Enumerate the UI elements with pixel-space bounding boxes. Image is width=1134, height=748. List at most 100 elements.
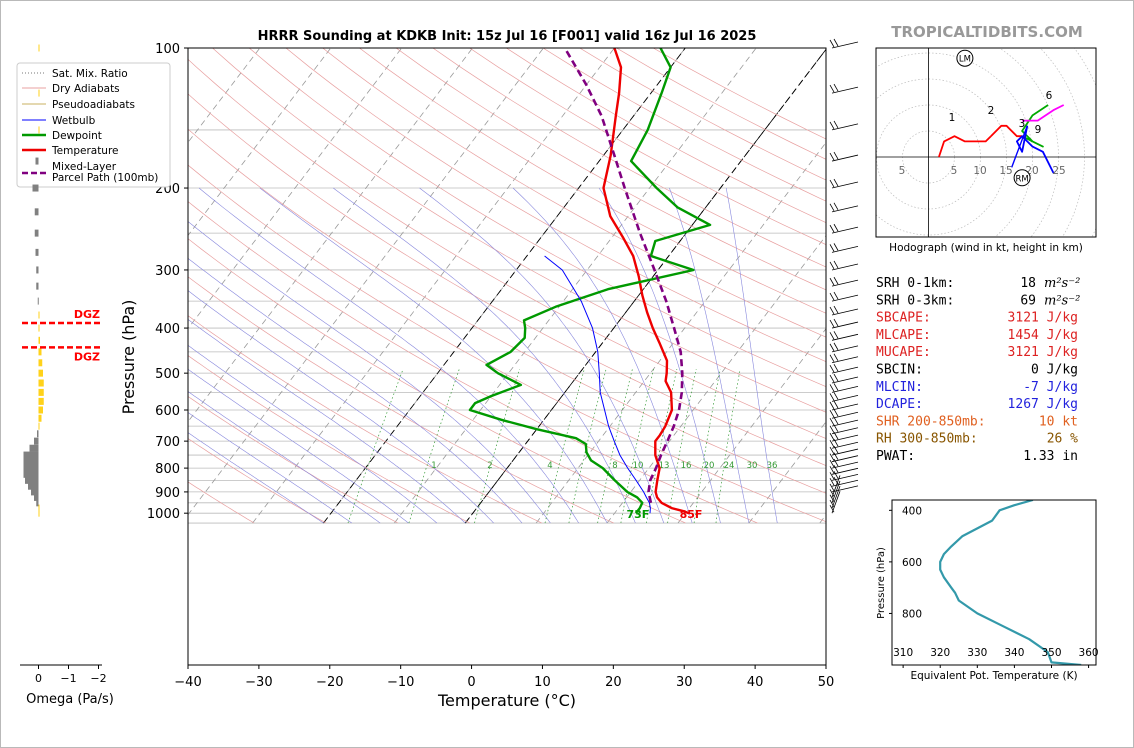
wind-barb-staff bbox=[831, 395, 859, 402]
legend-label: Dry Adiabats bbox=[52, 83, 120, 95]
wind-barb-flag bbox=[829, 364, 835, 373]
hodograph-frame bbox=[875, 47, 1097, 238]
x-axis-label: Temperature (°C) bbox=[437, 691, 576, 710]
omega-bar bbox=[34, 493, 39, 501]
omega-bar bbox=[38, 369, 43, 377]
hodograph-height-label: 2 bbox=[988, 105, 995, 117]
wind-barb-staff bbox=[831, 308, 859, 316]
omega-bar bbox=[31, 488, 39, 496]
pseudoadiabat bbox=[188, 319, 466, 524]
dry-adiabat bbox=[188, 201, 758, 524]
omega-bar bbox=[37, 297, 39, 305]
dry-adiabat bbox=[322, 48, 826, 338]
y-tick-label: 600 bbox=[155, 404, 180, 419]
y-tick-label: 500 bbox=[155, 367, 180, 382]
theta-e-x-tick-label: 330 bbox=[967, 647, 987, 659]
skewt-plot-frame bbox=[187, 47, 827, 666]
pseudoadiabat bbox=[419, 187, 665, 524]
wind-barb-flag bbox=[833, 276, 839, 285]
y-tick-label: 300 bbox=[155, 264, 180, 279]
omega-bar bbox=[37, 430, 39, 438]
wind-barb-flag bbox=[833, 471, 839, 479]
pseudoadiabat bbox=[333, 187, 636, 524]
wind-barb-staff bbox=[831, 154, 859, 162]
pseudoadiabat bbox=[188, 221, 551, 524]
omega-bar bbox=[38, 414, 42, 422]
omega-bar bbox=[38, 504, 40, 512]
dry-adiabat bbox=[188, 128, 826, 494]
storm-motion-label: LM bbox=[959, 55, 971, 65]
omega-bar bbox=[25, 476, 39, 484]
wind-barb-staff bbox=[831, 480, 841, 503]
index-value: 0 J/kg bbox=[1031, 363, 1078, 378]
wind-barb-flag bbox=[833, 342, 839, 351]
wind-barb-flag bbox=[829, 203, 835, 212]
x-tick-label: −10 bbox=[387, 675, 414, 690]
index-value: 3121 J/kg bbox=[1008, 345, 1078, 360]
index-label: SRH 0-3km: bbox=[876, 293, 954, 308]
isotherm-highlight bbox=[464, 48, 826, 524]
omega-bar bbox=[34, 437, 39, 445]
index-label: SHR 200-850mb: bbox=[876, 414, 986, 429]
storm-motion-marker bbox=[956, 49, 974, 67]
wind-barb-flag bbox=[829, 472, 835, 480]
legend-label: Parcel Path (100mb) bbox=[52, 172, 158, 184]
legend-label: Pseudoadiabats bbox=[52, 99, 135, 111]
wind-barb-flag bbox=[829, 401, 835, 410]
mixing-ratio-line bbox=[693, 369, 721, 524]
index-label: MUCAPE: bbox=[876, 345, 931, 360]
wind-barb-flag bbox=[829, 425, 835, 433]
mixing-ratio-label: 1 bbox=[431, 461, 436, 471]
wind-barb-flag bbox=[833, 305, 839, 314]
skewt-axes: 73F 85F1002003004005006007008009001000−40… bbox=[147, 42, 834, 690]
omega-bar bbox=[35, 157, 39, 165]
omega-bar bbox=[38, 379, 44, 387]
wind-barb-flag bbox=[833, 38, 839, 47]
wind-barb-flag bbox=[829, 319, 835, 328]
legend-box bbox=[16, 62, 171, 188]
x-tick-label: −20 bbox=[316, 675, 343, 690]
profile-temperature bbox=[602, 48, 690, 515]
omega-bar bbox=[35, 248, 39, 256]
wind-barb-flag bbox=[833, 331, 839, 339]
skewt-background-lines: 1 2 4 8 10 13 16 20 24 30 36 bbox=[188, 48, 826, 524]
wind-barb-flag bbox=[833, 291, 839, 300]
pseudoadiabat bbox=[188, 391, 381, 524]
omega-bar bbox=[38, 311, 40, 319]
theta-e-x-tick-label: 350 bbox=[1041, 647, 1061, 659]
wind-barb-staff bbox=[831, 403, 859, 411]
wind-barb-flag bbox=[829, 459, 835, 468]
hodograph-ring-label: 10 bbox=[973, 165, 986, 177]
index-label: DCAPE: bbox=[876, 397, 923, 412]
hodograph-ring-label: 5 bbox=[951, 165, 958, 177]
wind-barb-staff bbox=[831, 434, 859, 442]
hodograph-caption: Hodograph (wind in kt, height in km) bbox=[889, 242, 1083, 254]
mixing-ratio-label: 16 bbox=[681, 461, 692, 471]
mixing-ratio-line bbox=[544, 369, 585, 524]
omega-bar bbox=[38, 126, 40, 134]
indices-table: SRH 0-1km: 18 m²s⁻² SRH 0-3km: 69 m²s⁻² SBCAPE… bbox=[876, 276, 1080, 464]
hodograph-trace bbox=[1021, 104, 1049, 148]
theta-e-y-tick-label: 800 bbox=[902, 608, 922, 620]
storm-motion-label: RM bbox=[1015, 174, 1028, 184]
index-label: SBCAPE: bbox=[876, 311, 931, 326]
mixing-ratio-line bbox=[408, 368, 460, 524]
index-label: PWAT: bbox=[876, 449, 915, 464]
legend-label: Dewpoint bbox=[52, 130, 102, 142]
hodograph-trace bbox=[990, 124, 1023, 138]
theta-e-x-tick-label: 360 bbox=[1079, 647, 1099, 659]
wind-barb-staff bbox=[831, 205, 859, 213]
wind-barb-flag bbox=[833, 373, 839, 382]
omega-bar bbox=[29, 444, 39, 452]
index-label: SBCIN: bbox=[876, 363, 923, 378]
y-tick-label: 800 bbox=[155, 462, 180, 477]
theta-e-y-tick-label: 400 bbox=[902, 505, 922, 517]
legend: Sat. Mix. Ratio Dry Adiabats Pseudoadiabat… bbox=[16, 62, 171, 188]
pseudoadiabat bbox=[188, 412, 353, 524]
hodograph-ring-label: 5 bbox=[899, 165, 906, 177]
mixing-ratio-label: 4 bbox=[547, 461, 552, 471]
index-value: 1454 J/kg bbox=[1008, 328, 1078, 343]
wind-barb-flag bbox=[833, 83, 839, 92]
wind-barb-flag bbox=[829, 478, 835, 486]
wind-barb-staff bbox=[831, 333, 859, 341]
